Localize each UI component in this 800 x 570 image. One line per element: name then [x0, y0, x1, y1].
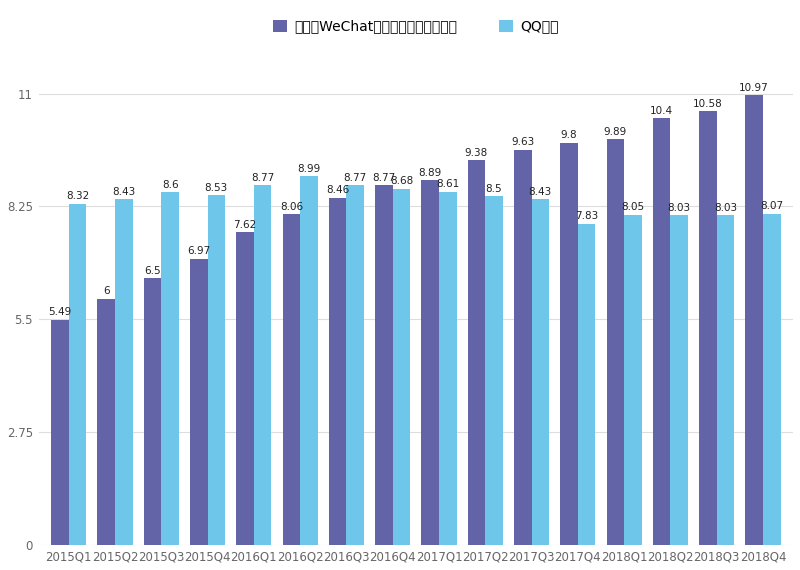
Bar — [422, 180, 439, 544]
Bar — [670, 215, 688, 544]
Text: 6.5: 6.5 — [144, 266, 161, 276]
Bar — [254, 185, 271, 544]
Text: 8.43: 8.43 — [529, 186, 552, 197]
Bar — [486, 196, 503, 544]
Bar — [514, 150, 531, 544]
Text: 9.63: 9.63 — [511, 137, 534, 148]
Text: 10.4: 10.4 — [650, 106, 673, 116]
Bar — [98, 299, 115, 544]
Text: 9.38: 9.38 — [465, 148, 488, 158]
Text: 8.77: 8.77 — [251, 173, 274, 183]
Text: 8.61: 8.61 — [436, 179, 459, 189]
Text: 9.8: 9.8 — [561, 131, 578, 140]
Bar — [763, 214, 781, 544]
Bar — [282, 214, 300, 544]
Bar — [207, 195, 225, 544]
Bar — [560, 143, 578, 544]
Bar — [439, 192, 457, 544]
Bar — [699, 111, 717, 544]
Bar — [69, 203, 86, 544]
Text: 6: 6 — [103, 286, 110, 296]
Text: 8.89: 8.89 — [418, 168, 442, 178]
Text: 6.97: 6.97 — [187, 246, 210, 256]
Legend: 微信及WeChat合并月活用户（亿人）, QQ月活: 微信及WeChat合并月活用户（亿人）, QQ月活 — [274, 19, 558, 34]
Text: 8.43: 8.43 — [112, 186, 135, 197]
Text: 7.83: 7.83 — [575, 211, 598, 221]
Bar — [468, 160, 486, 544]
Bar — [346, 185, 364, 544]
Bar — [190, 259, 207, 544]
Bar — [329, 198, 346, 544]
Text: 5.49: 5.49 — [48, 307, 71, 317]
Bar — [578, 223, 595, 544]
Bar — [746, 95, 763, 544]
Text: 10.97: 10.97 — [739, 83, 769, 92]
Bar — [393, 189, 410, 544]
Bar — [236, 232, 254, 544]
Text: 8.53: 8.53 — [205, 182, 228, 193]
Text: 8.03: 8.03 — [668, 203, 690, 213]
Text: 8.5: 8.5 — [486, 184, 502, 194]
Text: 8.6: 8.6 — [162, 180, 178, 190]
Text: 8.99: 8.99 — [298, 164, 321, 174]
Text: 8.32: 8.32 — [66, 191, 89, 201]
Bar — [115, 199, 133, 544]
Bar — [717, 215, 734, 544]
Bar — [624, 215, 642, 544]
Bar — [606, 139, 624, 544]
Text: 8.07: 8.07 — [760, 201, 783, 211]
Bar — [300, 176, 318, 544]
Bar — [51, 320, 69, 544]
Text: 7.62: 7.62 — [234, 220, 257, 230]
Bar — [653, 119, 670, 544]
Text: 8.77: 8.77 — [343, 173, 367, 183]
Text: 8.77: 8.77 — [372, 173, 395, 183]
Text: 8.06: 8.06 — [280, 202, 303, 212]
Bar — [531, 199, 549, 544]
Text: 9.89: 9.89 — [604, 127, 627, 137]
Bar — [144, 278, 162, 544]
Bar — [162, 192, 179, 544]
Bar — [375, 185, 393, 544]
Text: 8.46: 8.46 — [326, 185, 350, 196]
Text: 10.58: 10.58 — [693, 99, 722, 108]
Text: 8.68: 8.68 — [390, 176, 413, 186]
Text: 8.03: 8.03 — [714, 203, 737, 213]
Text: 8.05: 8.05 — [622, 202, 645, 212]
